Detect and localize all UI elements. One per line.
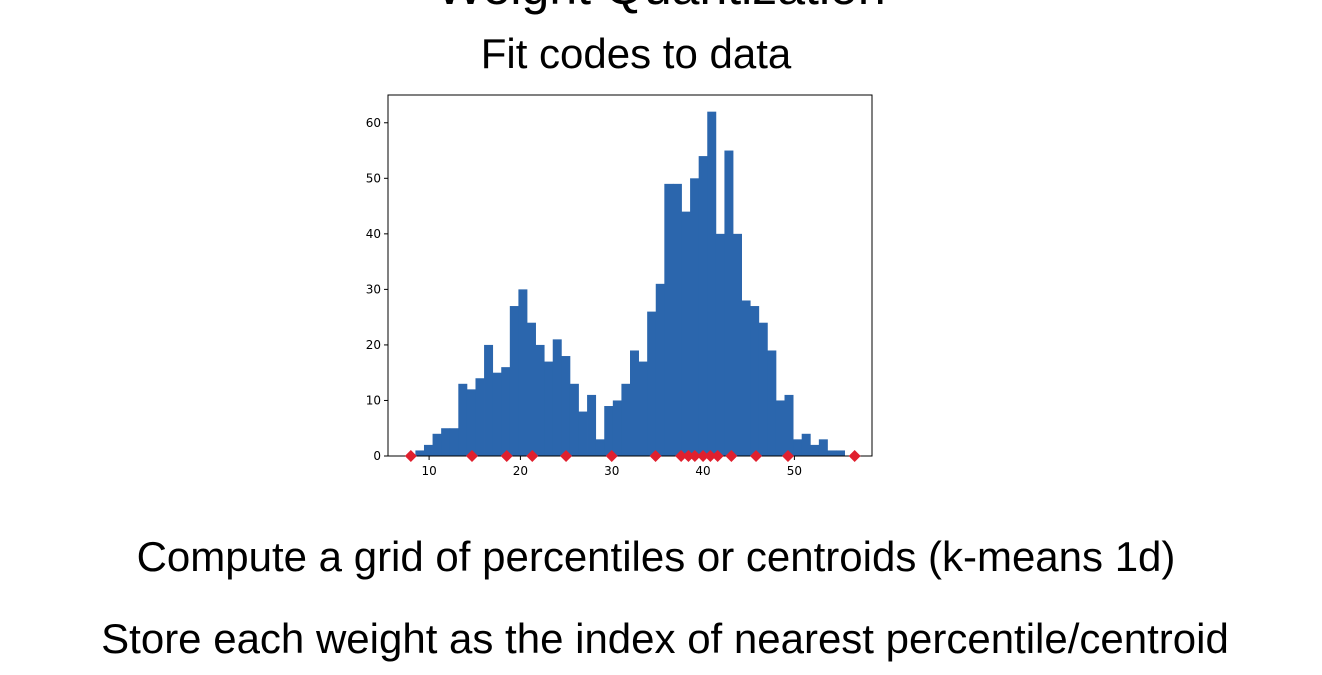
histogram-chart: 0 10 20 30 40 50 60 10 20 30 40 50 xyxy=(366,94,873,478)
y-tick-label: 0 xyxy=(373,449,381,463)
centroid-marker xyxy=(682,450,695,462)
x-tick-label: 50 xyxy=(787,464,802,478)
histogram-bar xyxy=(836,450,846,456)
slide-subtitle: Fit codes to data xyxy=(480,30,792,77)
centroid-marker xyxy=(675,450,688,462)
histogram-bar xyxy=(698,156,708,456)
histogram-bar xyxy=(664,183,674,456)
y-tick-label: 30 xyxy=(366,282,381,296)
histogram-bar xyxy=(492,372,502,456)
histogram-bar xyxy=(621,383,631,456)
plot-frame xyxy=(387,94,873,457)
histogram-bar xyxy=(458,383,468,456)
bullet-line-percentiles: Compute a grid of percentiles or centroi… xyxy=(136,533,1176,580)
histogram-bar xyxy=(595,439,605,456)
x-tick-label: 20 xyxy=(513,464,528,478)
histogram-bar xyxy=(526,322,536,456)
histogram-bar xyxy=(630,350,639,456)
x-tick-label: 40 xyxy=(695,464,710,478)
centroid-marker xyxy=(711,450,724,462)
centroid-marker xyxy=(750,450,763,462)
histogram-bar xyxy=(750,306,760,456)
histogram-bar xyxy=(810,444,820,456)
y-tick-label: 20 xyxy=(366,338,381,352)
centroid-marker xyxy=(704,450,717,462)
histogram-bar xyxy=(818,439,828,456)
histogram-bar xyxy=(415,450,425,456)
histogram-bar xyxy=(544,361,554,456)
y-tick-label: 60 xyxy=(366,116,381,130)
y-axis-ticks: 0 10 20 30 40 50 60 xyxy=(366,116,388,463)
histogram-bar xyxy=(690,178,700,457)
x-axis-ticks: 10 20 30 40 50 xyxy=(421,456,802,478)
histogram-bar xyxy=(569,383,579,456)
histogram-bar xyxy=(604,406,614,456)
centroid-marker xyxy=(649,450,662,462)
x-tick-label: 10 xyxy=(421,464,436,478)
centroid-marker xyxy=(526,450,539,462)
histogram-bar xyxy=(741,300,751,456)
centroid-marker xyxy=(697,450,710,462)
histogram-bar xyxy=(758,322,768,456)
slide-title-partial: Weight Quantization xyxy=(0,0,1322,12)
histogram-bar xyxy=(484,344,494,456)
centroid-marker xyxy=(466,450,479,462)
x-tick-label: 30 xyxy=(604,464,619,478)
centroid-marker xyxy=(848,450,861,462)
histogram-bar xyxy=(501,367,511,456)
histogram-bar xyxy=(647,311,657,456)
centroid-marker xyxy=(404,450,417,462)
histogram-bar xyxy=(775,400,785,456)
histogram-bar xyxy=(801,433,811,456)
histogram-bar xyxy=(466,389,476,456)
histogram-bar xyxy=(423,444,433,456)
histogram-bar xyxy=(793,439,803,456)
centroid-marker xyxy=(781,450,794,462)
y-tick-label: 10 xyxy=(366,393,381,407)
histogram-bar xyxy=(441,428,451,456)
histogram-bar xyxy=(724,150,734,456)
centroid-marker xyxy=(725,450,738,462)
histogram-bar xyxy=(715,233,725,456)
centroid-marker xyxy=(605,450,618,462)
histogram-bar xyxy=(638,361,648,456)
histogram-bar xyxy=(672,183,682,456)
histogram-bar xyxy=(733,233,742,456)
histogram-bar xyxy=(432,433,442,456)
histogram-bar xyxy=(767,350,777,456)
histogram-bar xyxy=(587,394,597,456)
histogram-bar xyxy=(827,450,837,456)
y-tick-label: 40 xyxy=(366,227,381,241)
histogram-bar xyxy=(518,289,528,456)
centroid-markers xyxy=(404,450,861,462)
histogram-bar xyxy=(707,111,717,457)
y-tick-label: 50 xyxy=(366,171,381,185)
histogram-bars xyxy=(415,111,846,457)
centroid-marker xyxy=(688,450,701,462)
bullet-line-store-index: Store each weight as the index of neares… xyxy=(101,615,1229,662)
histogram-bar xyxy=(552,339,562,456)
centroid-marker xyxy=(500,450,513,462)
histogram-bar xyxy=(612,400,622,456)
histogram-bar xyxy=(784,394,794,456)
histogram-bar xyxy=(509,306,519,456)
histogram-bar xyxy=(561,356,571,456)
histogram-bar xyxy=(655,283,665,456)
histogram-bar xyxy=(681,211,691,456)
histogram-bar xyxy=(535,344,545,456)
histogram-bar xyxy=(578,411,588,456)
histogram-bar xyxy=(475,378,485,456)
histogram-bar xyxy=(449,428,459,456)
centroid-marker xyxy=(560,450,573,462)
